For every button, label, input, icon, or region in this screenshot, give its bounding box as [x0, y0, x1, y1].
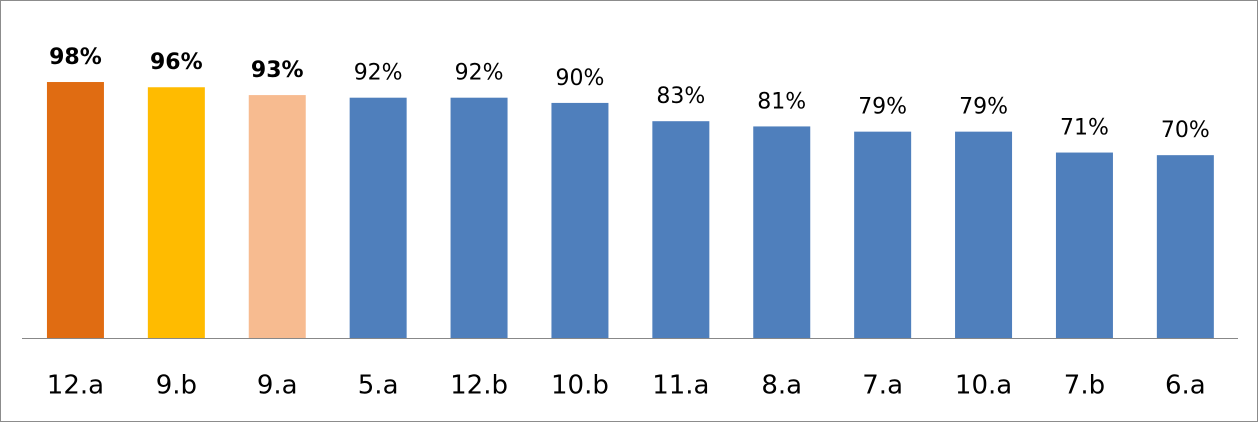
x-tick-label: 9.b	[156, 371, 197, 401]
x-tick-label: 7.a	[862, 371, 903, 401]
bar	[46, 82, 104, 338]
bar	[248, 95, 306, 338]
bar	[652, 121, 710, 338]
x-tick-label: 12.a	[47, 371, 104, 401]
value-label: 93%	[251, 58, 304, 83]
bar	[551, 102, 609, 338]
value-label: 81%	[757, 89, 806, 114]
bar	[349, 97, 407, 338]
bar	[854, 131, 912, 338]
bar	[147, 87, 205, 338]
x-tick-label: 10.b	[551, 371, 609, 401]
value-label: 83%	[656, 84, 705, 109]
x-tick-label: 12.b	[450, 371, 508, 401]
value-label: 96%	[150, 50, 203, 75]
value-label: 98%	[49, 45, 102, 70]
value-label: 79%	[858, 95, 907, 120]
value-label: 71%	[1060, 116, 1109, 141]
value-label: 92%	[455, 61, 504, 86]
bar	[1055, 152, 1113, 338]
value-label: 92%	[354, 61, 403, 86]
x-tick-label: 7.b	[1064, 371, 1105, 401]
value-label: 90%	[555, 66, 604, 91]
x-tick-label: 6.a	[1165, 371, 1206, 401]
bar	[450, 97, 508, 338]
x-tick-label: 5.a	[358, 371, 399, 401]
value-label: 79%	[959, 95, 1008, 120]
bar	[753, 126, 811, 338]
x-tick-label: 10.a	[955, 371, 1012, 401]
x-tick-label: 9.a	[257, 371, 298, 401]
bar	[1156, 155, 1214, 338]
bar	[955, 131, 1013, 338]
x-tick-label: 11.a	[652, 371, 709, 401]
value-label: 70%	[1161, 118, 1210, 143]
x-tick-label: 8.a	[761, 371, 802, 401]
